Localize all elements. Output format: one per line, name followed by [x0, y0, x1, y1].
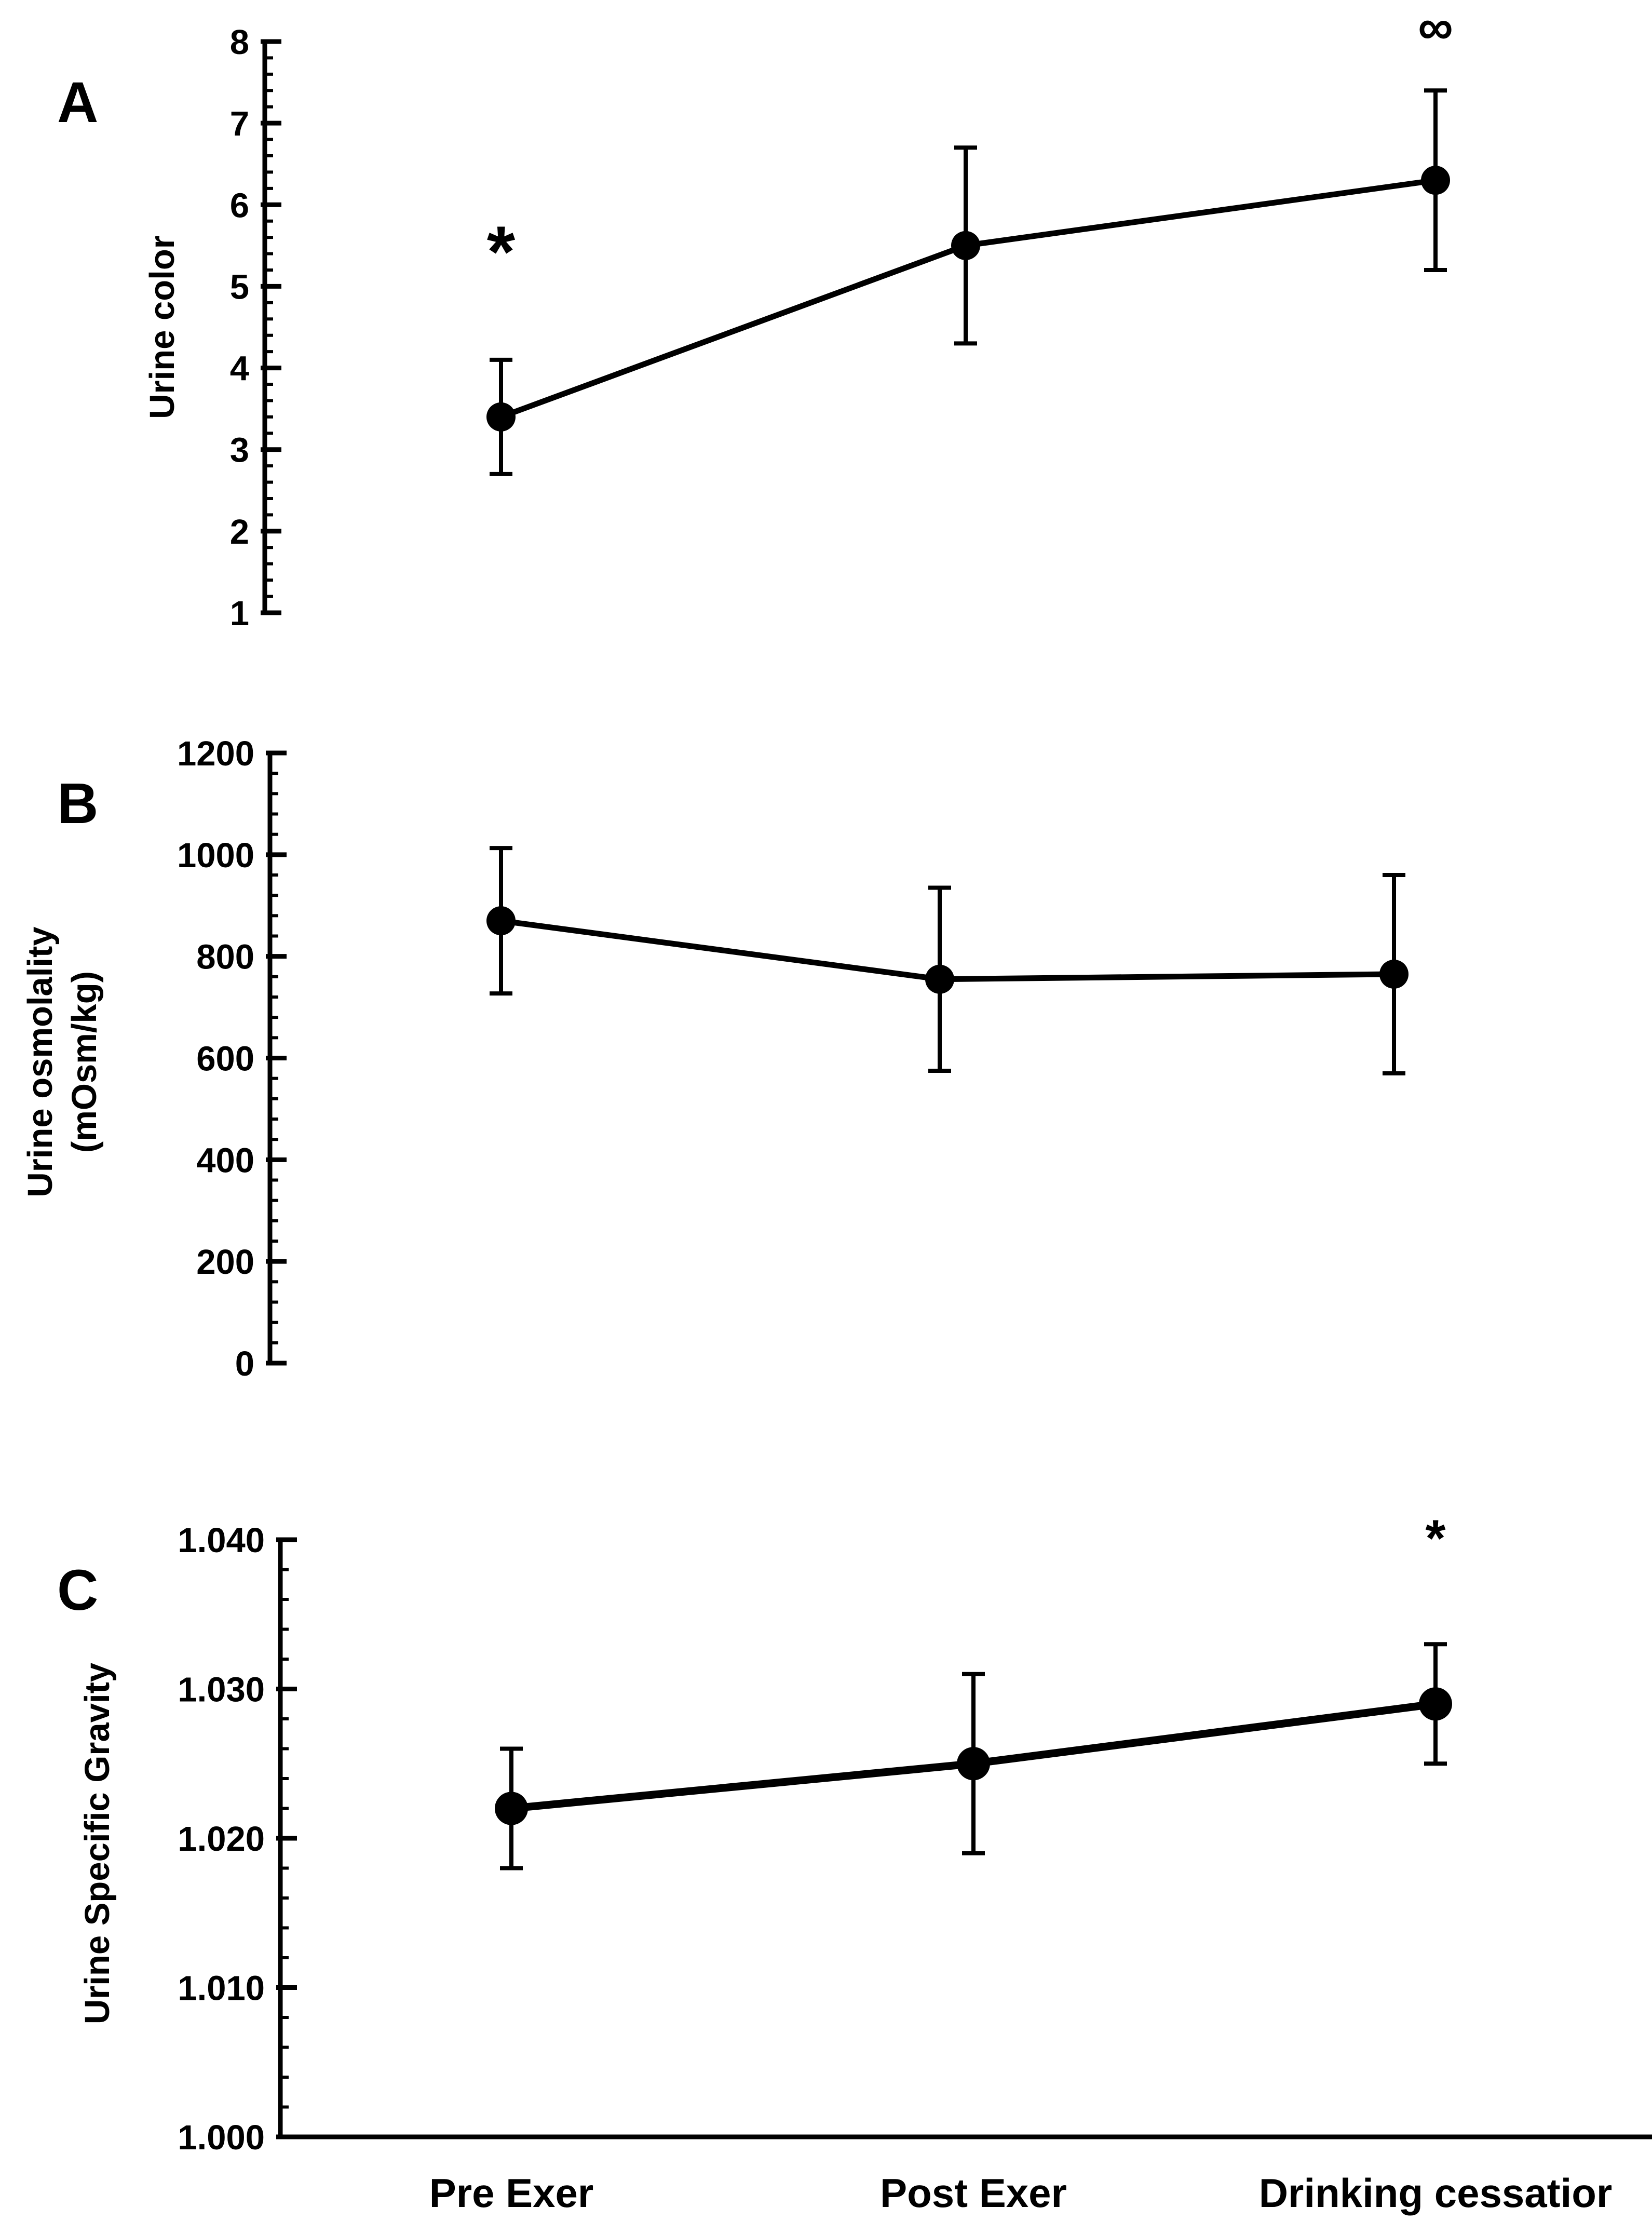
data-point: [957, 1747, 990, 1781]
panel-label: B: [57, 772, 98, 836]
y-tick-label: 1.010: [178, 1969, 265, 2008]
y-tick-label: 1.030: [178, 1671, 265, 1710]
data-point: [1379, 959, 1409, 989]
panel-label: C: [57, 1558, 98, 1622]
data-point: [1421, 166, 1450, 195]
y-tick-label: 2: [230, 513, 249, 551]
y-axis-label: Urine color: [143, 235, 182, 419]
data-point: [486, 906, 516, 936]
data-point: [951, 231, 980, 260]
y-tick-label: 1.040: [178, 1521, 265, 1560]
y-tick-label: 4: [230, 349, 249, 388]
y-tick-label: 3: [230, 431, 249, 470]
y-tick-label: 1.020: [178, 1820, 265, 1859]
y-tick-label: 7: [230, 104, 249, 143]
y-tick-label: 600: [196, 1040, 254, 1079]
y-tick-label: 1: [230, 594, 249, 633]
y-tick-label: 6: [230, 186, 249, 225]
data-point: [925, 964, 954, 994]
x-tick-label: Post Exer: [880, 2170, 1067, 2216]
data-point: [1419, 1687, 1452, 1721]
y-tick-label: 8: [230, 23, 249, 62]
y-tick-label: 1.000: [178, 2118, 265, 2157]
y-axis-label: Urine Specific Gravity: [78, 1663, 117, 2024]
x-tick-label: Drinking cessatior: [1259, 2170, 1613, 2216]
y-tick-label: 800: [196, 938, 254, 977]
y-tick-label: 1200: [177, 734, 254, 773]
y-tick-label: 5: [230, 267, 249, 306]
panel-label: A: [57, 71, 98, 134]
y-tick-label: 400: [196, 1141, 254, 1180]
significance-marker: ∞: [1418, 0, 1453, 55]
data-point: [486, 402, 516, 432]
y-tick-label: 1000: [177, 836, 254, 875]
y-axis-label: Urine osmolality: [21, 926, 60, 1197]
y-tick-label: 200: [196, 1243, 254, 1282]
x-tick-label: Pre Exer: [429, 2170, 594, 2216]
y-tick-label: 0: [235, 1344, 254, 1383]
series-line: [500, 177, 1436, 420]
y-axis-label-units: (mOsm/kg): [65, 971, 104, 1153]
data-point: [495, 1792, 528, 1825]
significance-marker: *: [1426, 1509, 1446, 1567]
significance-marker: *: [487, 211, 516, 292]
